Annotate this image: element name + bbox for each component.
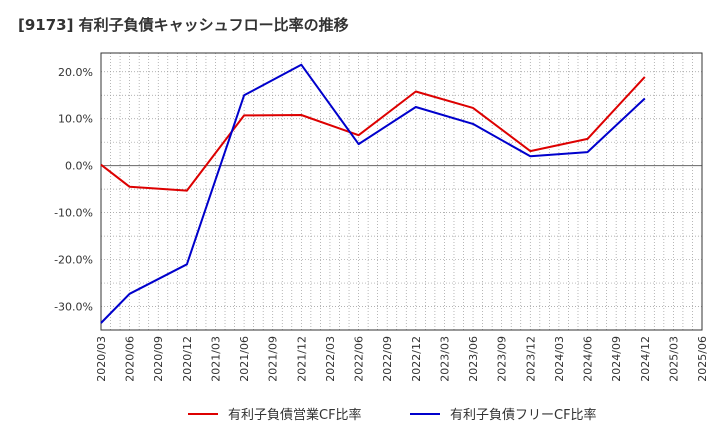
legend-label-1: 有利子負債営業CF比率 xyxy=(228,407,362,423)
x-tick-label: 2020/12 xyxy=(181,336,194,382)
x-tick-label: 2024/12 xyxy=(639,336,652,382)
x-tick-label: 2024/03 xyxy=(553,336,566,382)
x-tick-label: 2021/12 xyxy=(295,336,308,382)
x-tick-label: 2023/03 xyxy=(438,336,451,382)
x-tick-label: 2022/06 xyxy=(353,336,366,382)
x-tick-label: 2022/12 xyxy=(410,336,423,382)
x-tick-label: 2023/09 xyxy=(496,336,509,382)
y-tick-label: -30.0% xyxy=(54,301,93,314)
x-tick-label: 2025/06 xyxy=(696,336,709,382)
x-tick-label: 2021/09 xyxy=(267,336,280,382)
x-tick-label: 2021/06 xyxy=(238,336,251,382)
legend-label-2: 有利子負債フリーCF比率 xyxy=(450,407,597,423)
x-tick-label: 2022/09 xyxy=(381,336,394,382)
x-tick-label: 2023/06 xyxy=(467,336,480,382)
x-tick-label: 2022/03 xyxy=(324,336,337,382)
plot-frame xyxy=(100,52,703,331)
x-tick-label: 2023/12 xyxy=(524,336,537,382)
chart-title: [9173] 有利子負債キャッシュフロー比率の推移 xyxy=(18,16,349,34)
y-tick-label: -10.0% xyxy=(54,207,93,220)
x-tick-label: 2025/03 xyxy=(667,336,680,382)
y-tick-label: 10.0% xyxy=(58,113,93,126)
series-line-2 xyxy=(100,63,646,324)
x-tick-label: 2024/06 xyxy=(582,336,595,382)
plot-area xyxy=(101,53,702,330)
x-tick-label: 2020/09 xyxy=(152,336,165,382)
x-tick-label: 2020/03 xyxy=(95,336,108,382)
x-tick-label: 2024/09 xyxy=(610,336,623,382)
y-tick-label: 20.0% xyxy=(58,66,93,79)
y-tick-label: 0.0% xyxy=(65,160,93,173)
x-tick-label: 2021/03 xyxy=(209,336,222,382)
y-tick-label: -20.0% xyxy=(54,254,93,267)
series-line-1 xyxy=(100,76,646,192)
x-tick-label: 2020/06 xyxy=(124,336,137,382)
